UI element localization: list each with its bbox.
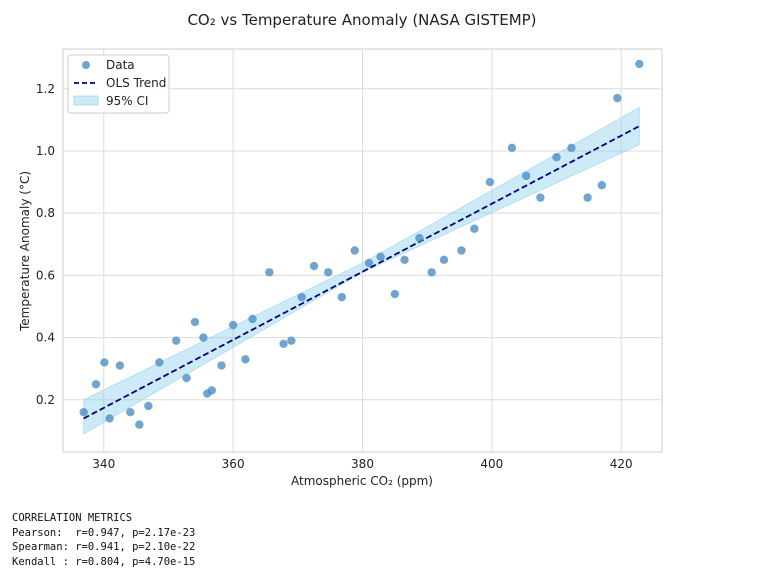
data-point	[597, 180, 607, 190]
data-point	[91, 380, 101, 389]
data-point	[337, 292, 347, 302]
data-point	[427, 268, 436, 277]
correlation-metrics: CORRELATION METRICS Pearson: r=0.947, p=2…	[12, 511, 195, 569]
data-point	[635, 59, 644, 69]
y-tick-label: 0.8	[36, 206, 55, 220]
data-point	[536, 193, 545, 202]
y-axis-label: Temperature Anomaly (°C)	[18, 171, 32, 332]
x-tick-labels: 340 360 380 400 420	[92, 457, 632, 471]
data-point	[521, 171, 531, 181]
data-point	[241, 355, 250, 364]
confidence-band	[83, 106, 640, 435]
trend-line-layer	[83, 125, 640, 420]
grid-lines	[63, 49, 662, 452]
data-point	[485, 177, 495, 187]
data-point	[105, 414, 114, 423]
y-tick-label: 0.6	[36, 268, 55, 282]
data-point	[567, 143, 576, 153]
data-point	[190, 317, 200, 327]
data-point	[350, 246, 359, 255]
data-point	[552, 153, 561, 162]
legend-box	[67, 54, 170, 114]
y-tick-label: 1.2	[36, 82, 55, 96]
data-point	[199, 333, 208, 342]
data-point	[297, 292, 306, 302]
data-point	[182, 373, 191, 383]
legend-label-trend: OLS Trend	[106, 76, 166, 90]
data-point	[364, 258, 374, 268]
legend-label-data: Data	[106, 58, 135, 72]
metric-kendall: Kendall : r=0.804, p=4.70e-15	[12, 555, 196, 568]
data-point	[207, 386, 216, 395]
legend-ci-swatch	[73, 95, 99, 106]
data-point	[583, 193, 592, 202]
x-tick-label: 360	[222, 457, 245, 471]
x-tick-label: 420	[610, 457, 633, 471]
x-axis-label: Atmospheric CO₂ (ppm)	[291, 474, 433, 488]
data-point	[155, 358, 164, 367]
legend-label-ci: 95% CI	[106, 94, 148, 108]
data-point	[324, 268, 333, 277]
x-tick-label: 340	[92, 457, 115, 471]
data-point	[135, 420, 144, 429]
data-point	[144, 401, 153, 411]
data-point	[126, 407, 135, 417]
y-tick-label: 1.0	[36, 144, 55, 158]
metric-spearman: Spearman: r=0.941, p=2.10e-22	[12, 541, 196, 553]
data-point	[415, 233, 424, 243]
y-tick-label: 0.2	[36, 393, 55, 407]
data-point	[115, 361, 125, 370]
data-point	[248, 314, 257, 324]
data-points-layer	[79, 59, 644, 429]
data-point	[228, 320, 238, 330]
data-point	[376, 252, 385, 261]
data-point	[265, 268, 274, 277]
legend-data-marker	[82, 61, 90, 69]
data-point	[172, 336, 181, 345]
data-point	[457, 246, 466, 255]
data-point	[613, 93, 622, 103]
legend: Data OLS Trend 95% CI	[67, 54, 170, 114]
y-tick-label: 0.4	[36, 331, 55, 345]
data-point	[390, 289, 400, 299]
x-tick-label: 380	[351, 457, 374, 471]
data-point	[400, 255, 409, 265]
data-point	[217, 361, 226, 370]
data-point	[507, 143, 517, 153]
trend-line	[83, 125, 640, 420]
data-point	[79, 407, 88, 417]
x-tick-label: 400	[480, 457, 503, 471]
y-tick-labels: 0.2 0.4 0.6 0.8 1.0 1.2	[36, 82, 55, 407]
data-point	[470, 224, 479, 233]
metrics-header: CORRELATION METRICS	[12, 512, 133, 524]
chart: CO₂ vs Temperature Anomaly (NASA GISTEMP…	[18, 11, 663, 488]
data-point	[287, 336, 296, 345]
data-point	[439, 255, 449, 265]
confidence-band-layer	[83, 106, 640, 435]
data-point	[309, 261, 319, 271]
chart-title: CO₂ vs Temperature Anomaly (NASA GISTEMP…	[187, 11, 536, 29]
data-point	[100, 358, 109, 367]
metric-pearson: Pearson: r=0.947, p=2.17e-23	[12, 526, 196, 539]
data-point	[279, 339, 288, 348]
